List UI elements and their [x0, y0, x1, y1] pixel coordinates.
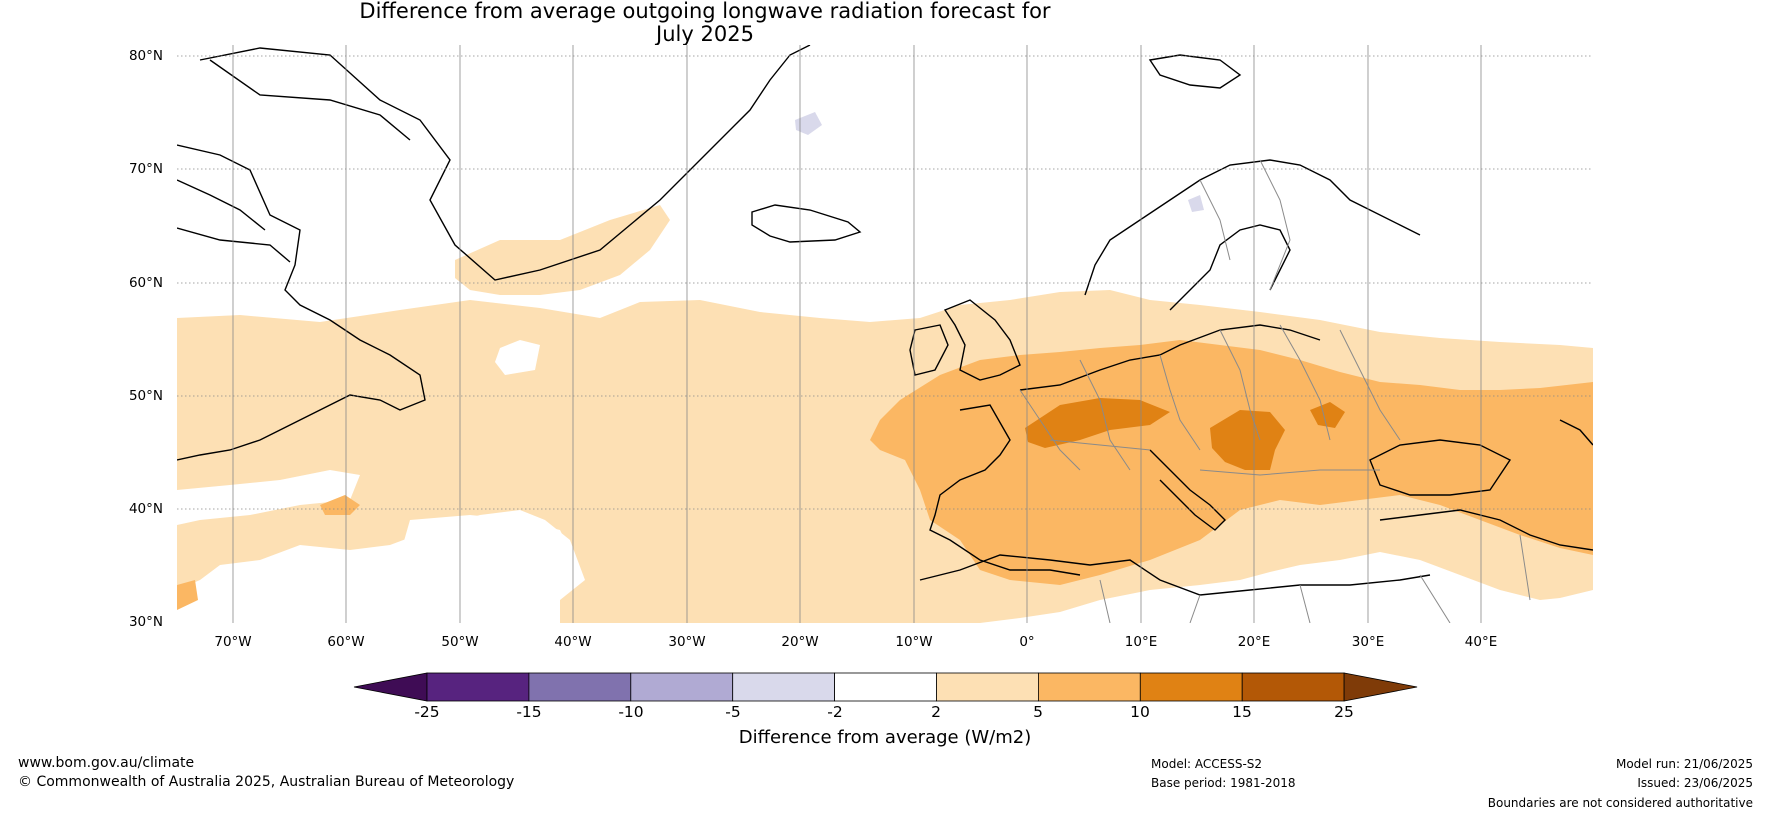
colorbar-extend-low — [353, 672, 428, 702]
colorbar-segment — [1241, 672, 1345, 702]
lon-label-10e: 10°E — [1124, 634, 1158, 650]
lon-label-20e: 20°E — [1237, 634, 1271, 650]
lon-label-60w: 60°W — [327, 634, 365, 650]
footer-copyright: © Commonwealth of Australia 2025, Austra… — [18, 774, 515, 790]
colorbar-tick: -10 — [618, 703, 644, 721]
colorbar-segment — [630, 672, 734, 702]
lon-label-30e: 30°E — [1351, 634, 1385, 650]
colorbar-segment — [732, 672, 836, 702]
anomaly-region-dark-2 — [1210, 410, 1285, 470]
footer-model: Model: ACCESS-S2 — [1151, 757, 1263, 771]
anomaly-hole-3 — [390, 515, 575, 623]
colorbar-label: Difference from average (W/m2) — [738, 727, 1032, 748]
colorbar-tick: -2 — [827, 703, 843, 721]
lon-label-40e: 40°E — [1464, 634, 1498, 650]
map-title: Difference from average outgoing longwav… — [0, 0, 1410, 46]
title-line-1: Difference from average outgoing longwav… — [359, 0, 1051, 23]
anomaly-region-dark-3 — [1310, 402, 1345, 428]
colorbar-segment — [426, 672, 530, 702]
anomaly-hole-1 — [495, 340, 540, 375]
anomaly-hole-2 — [177, 470, 360, 525]
colorbar-tick: -5 — [725, 703, 741, 721]
lon-label-20w: 20°W — [781, 634, 819, 650]
anomaly-region-medium-3 — [177, 580, 198, 610]
lon-label-0: 0° — [1019, 634, 1035, 650]
lat-label-70n: 70°N — [128, 161, 163, 177]
anomaly-region-negative-1 — [795, 112, 822, 135]
footer-boundaries: Boundaries are not considered authoritat… — [1487, 796, 1753, 810]
lat-label-80n: 80°N — [128, 48, 163, 64]
colorbar-tick: 10 — [1130, 703, 1150, 721]
lon-label-30w: 30°W — [668, 634, 706, 650]
title-line-2: July 2025 — [656, 22, 754, 46]
colorbar-segment — [1038, 672, 1141, 702]
lon-label-50w: 50°W — [441, 634, 479, 650]
footer-base-period: Base period: 1981-2018 — [1151, 776, 1296, 790]
colorbar-tick: 15 — [1232, 703, 1252, 721]
colorbar-tick: 2 — [931, 703, 941, 721]
lon-label-70w: 70°W — [214, 634, 252, 650]
colorbar-segment — [834, 672, 937, 702]
footer-url: www.bom.gov.au/climate — [18, 755, 195, 771]
lon-label-40w: 40°W — [554, 634, 592, 650]
footer-issued: Issued: 23/06/2025 — [1637, 776, 1753, 790]
colorbar-segment — [1139, 672, 1243, 702]
colorbar-tick: 25 — [1334, 703, 1354, 721]
anomaly-region-medium-2 — [320, 495, 360, 515]
lat-label-30n: 30°N — [128, 614, 163, 630]
colorbar-segment — [528, 672, 632, 702]
lon-label-10w: 10°W — [895, 634, 933, 650]
colorbar-segment — [936, 672, 1039, 702]
lat-label-60n: 60°N — [128, 275, 163, 291]
colorbar-extend-high — [1343, 672, 1418, 702]
coastlines — [177, 45, 1593, 596]
colorbar-tick: 5 — [1033, 703, 1043, 721]
country-borders — [1019, 159, 1531, 623]
colorbar-tick: -15 — [516, 703, 542, 721]
colorbar — [353, 672, 1418, 702]
anomaly-region-dark-1 — [1025, 398, 1170, 448]
lat-label-40n: 40°N — [128, 501, 163, 517]
anomaly-region-light-greenland — [455, 205, 670, 295]
lat-label-50n: 50°N — [128, 388, 163, 404]
gridlines — [177, 45, 1593, 623]
footer-model-run: Model run: 21/06/2025 — [1615, 757, 1753, 771]
colorbar-tick: -25 — [414, 703, 440, 721]
anomaly-region-negative-2 — [1188, 195, 1204, 212]
